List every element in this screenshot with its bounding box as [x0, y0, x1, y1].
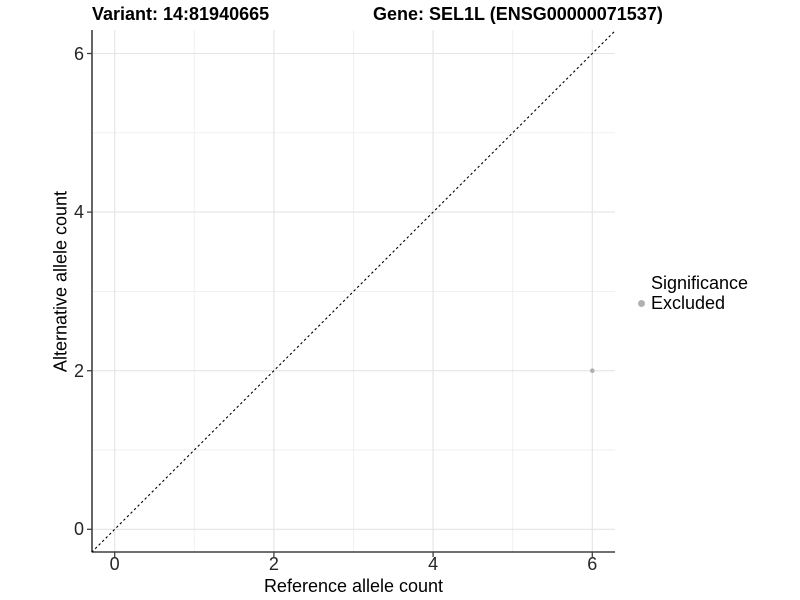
data-points [590, 368, 595, 374]
x-tick-label: 6 [587, 554, 598, 574]
legend-entry-label: Excluded [651, 293, 726, 313]
y-axis-title: Alternative allele count [50, 190, 71, 373]
plot-title-gene: Gene: SEL1L (ENSG00000071537) [373, 4, 663, 24]
axis-ticks [87, 52, 593, 557]
data-point [590, 368, 595, 374]
identity-line [91, 30, 616, 553]
gridlines-major [92, 30, 615, 552]
gridlines-minor [92, 30, 615, 552]
y-tick-label: 2 [73, 360, 84, 381]
plot-title-variant: Variant: 14:81940665 [92, 4, 270, 24]
x-tick-label: 2 [268, 554, 279, 574]
legend-title: Significance [651, 273, 749, 293]
identity-dashed-line [91, 30, 616, 553]
y-tick-label: 6 [73, 43, 84, 64]
axis-lines [91, 30, 615, 553]
legend-key-dot [638, 300, 645, 307]
x-axis-title: Reference allele count [263, 576, 444, 596]
x-tick-label: 0 [109, 554, 120, 574]
y-tick-label: 4 [73, 202, 84, 223]
x-tick-label: 4 [428, 554, 439, 574]
y-tick-label: 0 [73, 519, 84, 540]
